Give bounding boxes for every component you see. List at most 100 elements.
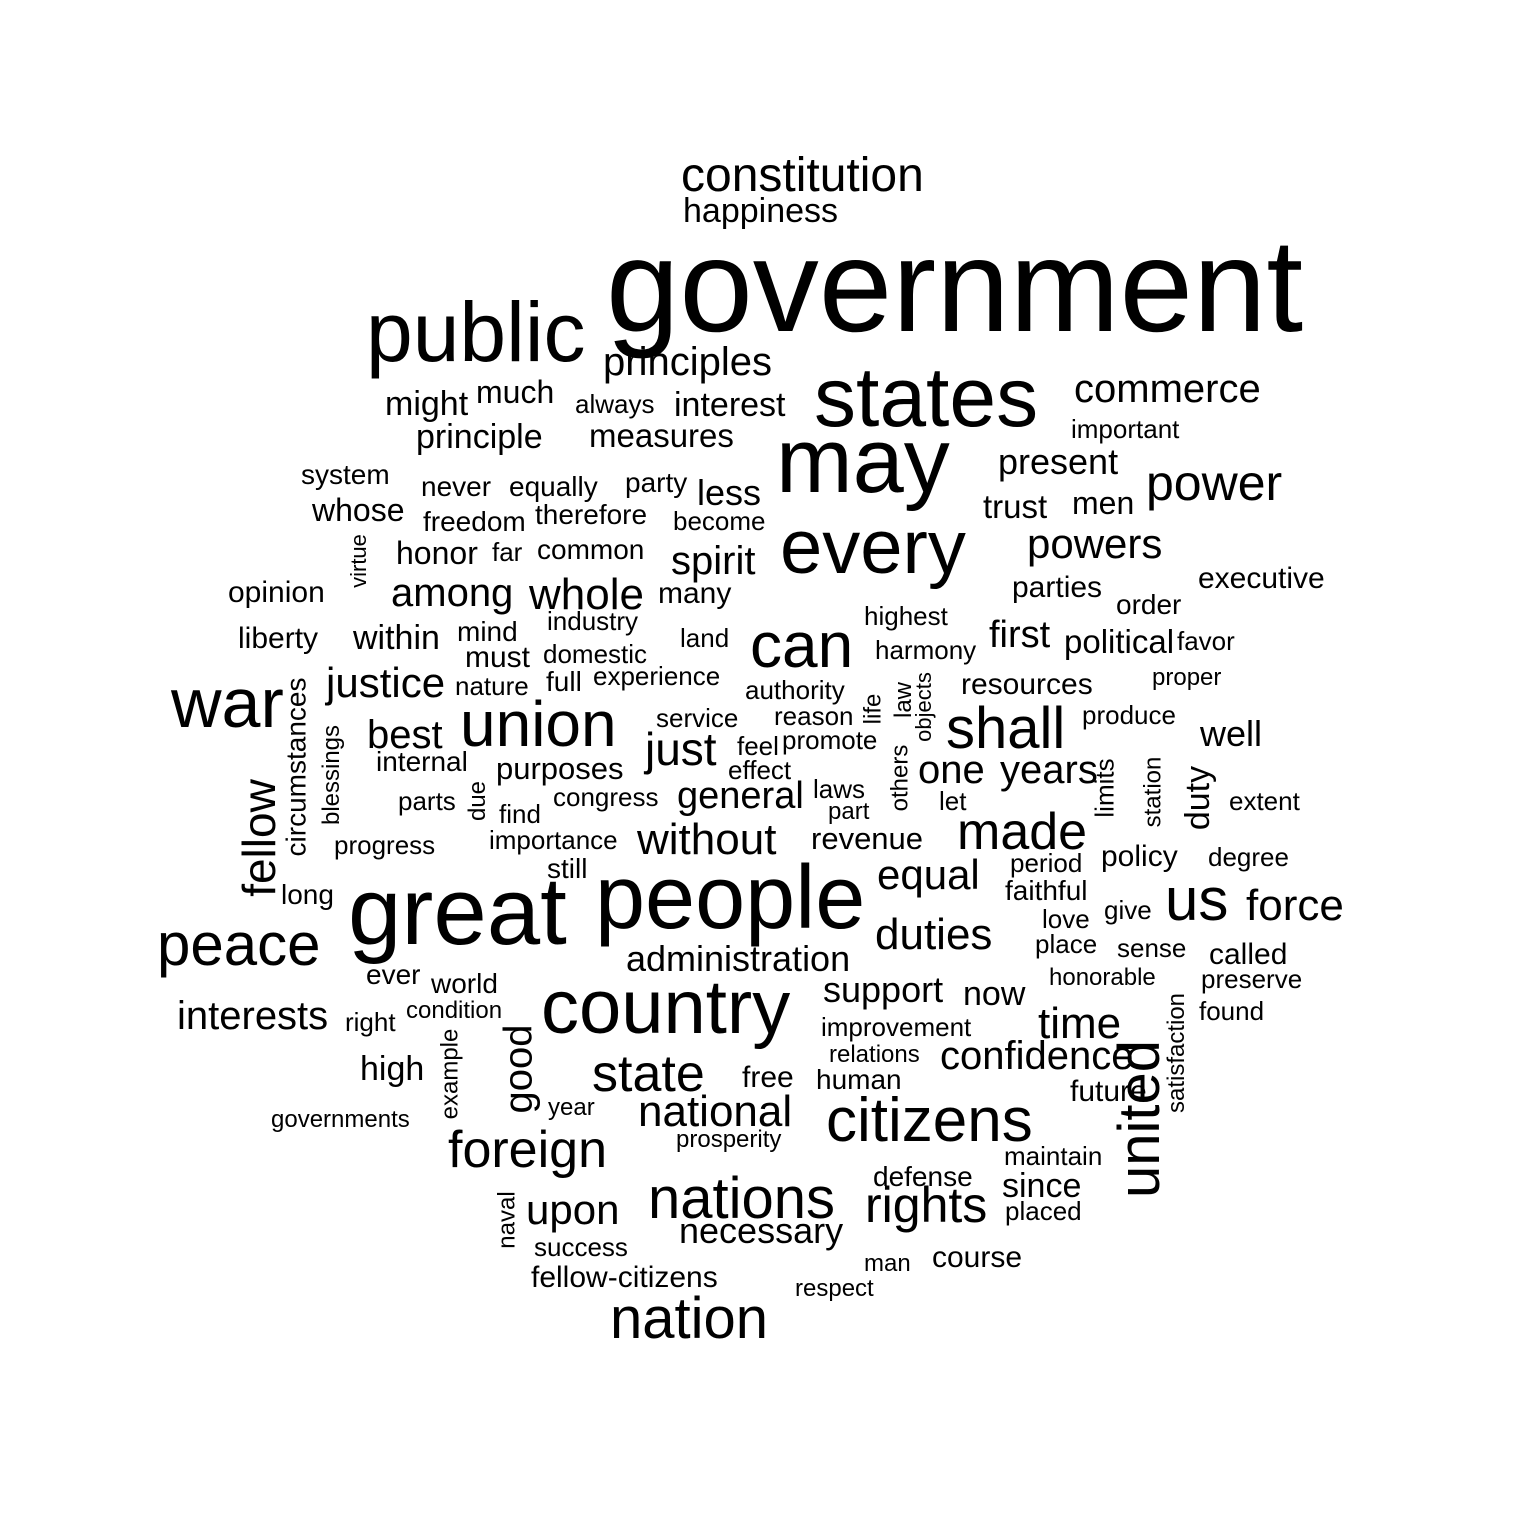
word-without: without <box>637 815 777 864</box>
word-objects: objects <box>910 672 936 742</box>
word-happiness: happiness <box>683 192 839 230</box>
word-life: life <box>859 693 887 725</box>
word-still: still <box>547 853 588 884</box>
word-spirit: spirit <box>671 539 756 583</box>
word-station: station <box>1139 756 1167 828</box>
word-full: full <box>546 666 582 697</box>
word-success: success <box>534 1232 628 1262</box>
word-fellow-citizens: fellow-citizens <box>531 1261 718 1294</box>
word-administration: administration <box>626 938 851 979</box>
word-principles: principles <box>603 340 772 384</box>
word-best: best <box>367 713 443 757</box>
word-justice: justice <box>326 659 446 706</box>
word-necessary: necessary <box>679 1210 844 1251</box>
word-powers: powers <box>1027 520 1163 567</box>
word-resources: resources <box>961 668 1093 701</box>
word-many: many <box>658 577 732 610</box>
word-find: find <box>499 799 541 829</box>
word-force: force <box>1246 881 1344 930</box>
word-respect: respect <box>795 1275 874 1302</box>
word-may: may <box>776 410 950 512</box>
word-condition: condition <box>406 997 503 1024</box>
word-time: time <box>1038 999 1122 1048</box>
word-course: course <box>932 1241 1023 1274</box>
word-virtue: virtue <box>345 534 371 588</box>
word-experience: experience <box>593 661 721 691</box>
word-state: state <box>592 1045 705 1103</box>
word-power: power <box>1146 455 1283 511</box>
word-years: years <box>1000 748 1098 792</box>
word-improvement: improvement <box>821 1012 972 1042</box>
word-great: great <box>348 858 567 965</box>
word-first: first <box>989 614 1051 656</box>
word-due: due <box>464 780 492 822</box>
word-nation: nation <box>610 1286 769 1351</box>
word-since: since <box>1002 1167 1082 1205</box>
word-others: others <box>886 744 914 812</box>
word-part: part <box>828 798 870 825</box>
word-measures: measures <box>589 417 734 454</box>
word-importance: importance <box>489 825 618 855</box>
word-service: service <box>656 703 739 733</box>
word-country: country <box>541 965 791 1050</box>
word-extent: extent <box>1229 786 1300 816</box>
word-year: year <box>548 1094 595 1121</box>
word-national: national <box>638 1087 793 1136</box>
word-liberty: liberty <box>238 622 319 655</box>
word-constitution: constitution <box>681 149 924 202</box>
word-policy: policy <box>1101 840 1178 873</box>
word-much: much <box>476 374 555 410</box>
word-found: found <box>1199 996 1265 1026</box>
word-therefore: therefore <box>535 499 648 530</box>
word-long: long <box>281 879 334 910</box>
word-just: just <box>645 723 717 775</box>
word-commerce: commerce <box>1074 367 1261 411</box>
word-less: less <box>697 472 762 513</box>
word-common: common <box>537 534 645 565</box>
word-parts: parts <box>398 786 456 816</box>
word-right: right <box>345 1007 396 1037</box>
word-man: man <box>864 1250 911 1277</box>
word-proper: proper <box>1152 664 1222 691</box>
word-degree: degree <box>1208 842 1289 872</box>
word-government: government <box>606 212 1304 359</box>
word-interests: interests <box>177 994 329 1038</box>
word-political: political <box>1064 623 1175 660</box>
word-naval: naval <box>493 1191 521 1249</box>
word-become: become <box>673 506 766 536</box>
word-equally: equally <box>509 471 598 502</box>
word-progress: progress <box>334 830 436 860</box>
word-defense: defense <box>873 1161 973 1192</box>
word-executive: executive <box>1198 562 1325 595</box>
word-placed: placed <box>1005 1196 1082 1226</box>
word-fellow: fellow <box>232 779 285 897</box>
word-called: called <box>1209 938 1288 971</box>
word-support: support <box>823 969 944 1010</box>
word-upon: upon <box>526 1186 620 1233</box>
word-important: important <box>1071 414 1180 444</box>
word-feel: feel <box>737 731 779 761</box>
word-general: general <box>677 775 804 817</box>
word-principle: principle <box>416 418 543 456</box>
word-opinion: opinion <box>228 576 325 609</box>
word-favor: favor <box>1177 626 1235 656</box>
word-maintain: maintain <box>1004 1141 1103 1171</box>
word-foreign: foreign <box>448 1121 607 1179</box>
word-nature: nature <box>455 671 529 701</box>
word-prosperity: prosperity <box>676 1126 782 1153</box>
word-states: states <box>814 350 1039 444</box>
word-free: free <box>742 1061 794 1094</box>
word-mind: mind <box>457 616 518 647</box>
word-love: love <box>1042 904 1090 934</box>
word-every: every <box>780 505 966 590</box>
word-shall: shall <box>946 696 1066 761</box>
word-human: human <box>816 1064 902 1095</box>
word-parties: parties <box>1012 571 1103 604</box>
word-citizens: citizens <box>826 1086 1033 1155</box>
word-peace: peace <box>157 911 321 978</box>
word-honor: honor <box>396 535 478 571</box>
word-industry: industry <box>547 606 639 636</box>
word-trust: trust <box>983 488 1048 525</box>
word-whole: whole <box>529 570 644 619</box>
